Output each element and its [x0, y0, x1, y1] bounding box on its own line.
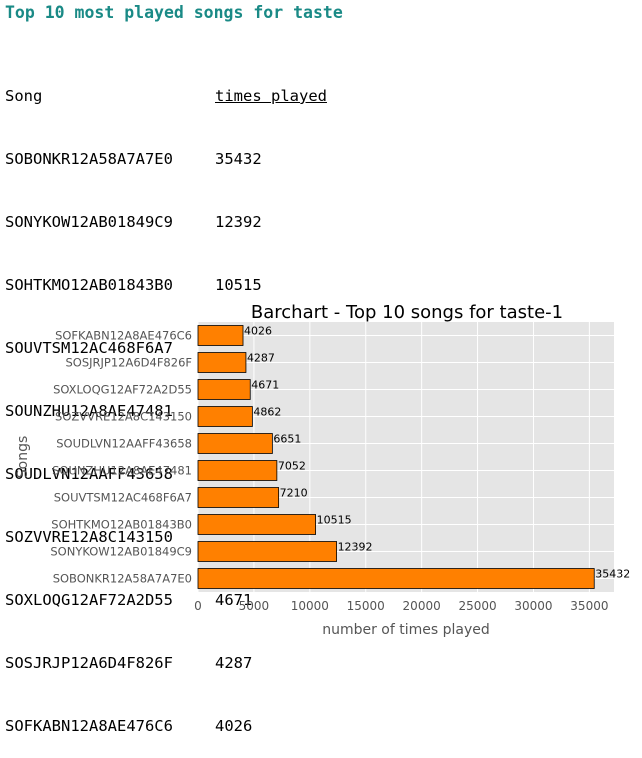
- y-tick-label: SOFKABN12A8AE476C6: [55, 329, 192, 343]
- bar-value-label: 4026: [244, 325, 272, 338]
- table-row: SOBONKR12A58A7A7E0 35432: [5, 149, 327, 170]
- x-axis-label: number of times played: [322, 622, 490, 638]
- y-tick-label: SONYKOW12AB01849C9: [50, 545, 192, 559]
- y-axis-label: Songs: [15, 436, 31, 479]
- table-row: SOFKABN12A8AE476C6 4026: [5, 716, 327, 737]
- bar: [197, 487, 280, 508]
- cell-song: SOUNZHU12A8AE47481: [5, 402, 173, 420]
- cell-song: SOUVTSM12AC468F6A7: [5, 339, 173, 357]
- table-row: SOSJRJP12A6D4F826F 4287: [5, 653, 327, 674]
- bar-value-label: 10515: [317, 514, 352, 527]
- cell-song: SOFKABN12A8AE476C6: [5, 717, 173, 735]
- cell-song: SOUDLVN12AAFF43658: [5, 465, 173, 483]
- y-tick-label: SOUNZHU12A8AE47481: [52, 464, 192, 478]
- header-song: Song: [5, 87, 43, 105]
- cell-times: 4026: [215, 717, 253, 735]
- bar: [197, 379, 251, 400]
- bar: [197, 514, 316, 535]
- bar-value-label: 7210: [280, 487, 308, 500]
- header-times-played: times played: [215, 87, 327, 105]
- bar-value-label: 6651: [273, 433, 301, 446]
- cell-song: SOSJRJP12A6D4F826F: [5, 654, 173, 672]
- cell-song: SOXLOQG12AF72A2D55: [5, 591, 173, 609]
- x-tick-label: 25000: [458, 599, 496, 613]
- cell-song: SOZVVRE12A8C143150: [5, 528, 173, 546]
- bar-value-label: 35432: [595, 568, 630, 581]
- cell-song: SOBONKR12A58A7A7E0: [5, 150, 173, 168]
- x-tick-label: 20000: [403, 599, 441, 613]
- cell-times: 4671: [215, 591, 253, 609]
- bar-value-label: 4862: [253, 406, 281, 419]
- table-header: Song times played: [5, 86, 327, 107]
- tick-labels: 0 5000 10000 15000 20000 25000 30000 35000 SOBON…: [50, 329, 608, 614]
- x-tick-label: 5000: [239, 599, 270, 613]
- cell-song: SOHTKMO12AB01843B0: [5, 276, 173, 294]
- x-tick-label: 0: [194, 599, 202, 613]
- bar: [197, 433, 273, 454]
- bar-value-label: 4671: [251, 379, 279, 392]
- y-tick-label: SOSJRJP12A6D4F826F: [65, 356, 192, 370]
- y-tick-label: SOBONKR12A58A7A7E0: [53, 572, 192, 586]
- cell-times: 35432: [215, 150, 262, 168]
- bar: [197, 460, 278, 481]
- bar-value-label: 12392: [338, 541, 373, 554]
- bar-value-label: 4287: [247, 352, 275, 365]
- bar: [197, 568, 595, 589]
- page-heading: Top 10 most played songs for taste: [5, 3, 343, 22]
- x-tick-label: 35000: [570, 599, 608, 613]
- bar: [197, 406, 253, 427]
- x-tick-label: 15000: [347, 599, 385, 613]
- barchart: Barchart - Top 10 songs for taste-1 3543…: [15, 302, 630, 638]
- y-tick-label: SOXLOQG12AF72A2D55: [53, 383, 192, 397]
- table-row: SOXLOQG12AF72A2D55 4671: [5, 590, 327, 611]
- bar: [197, 325, 244, 346]
- x-tick-label: 10000: [291, 599, 329, 613]
- y-tick-label: SOHTKMO12AB01843B0: [51, 518, 192, 532]
- bar: [197, 352, 247, 373]
- cell-times: 10515: [215, 276, 262, 294]
- y-tick-label: SOUDLVN12AAFF43658: [56, 437, 192, 451]
- x-tick-label: 30000: [514, 599, 552, 613]
- bar-value-label: 7052: [278, 460, 306, 473]
- y-tick-label: SOZVVRE12A8C143150: [55, 410, 192, 424]
- bars: 35432 12392 10515 7210 7052 6651 4862 4671 4287 4…: [197, 325, 630, 589]
- cell-song: SONYKOW12AB01849C9: [5, 213, 173, 231]
- chart-title: Barchart - Top 10 songs for taste-1: [251, 302, 563, 323]
- cell-times: 12392: [215, 213, 262, 231]
- table-row: SONYKOW12AB01849C9 12392: [5, 212, 327, 233]
- bar: [197, 541, 337, 562]
- y-tick-label: SOUVTSM12AC468F6A7: [54, 491, 192, 505]
- table-row: SOHTKMO12AB01843B0 10515: [5, 275, 327, 296]
